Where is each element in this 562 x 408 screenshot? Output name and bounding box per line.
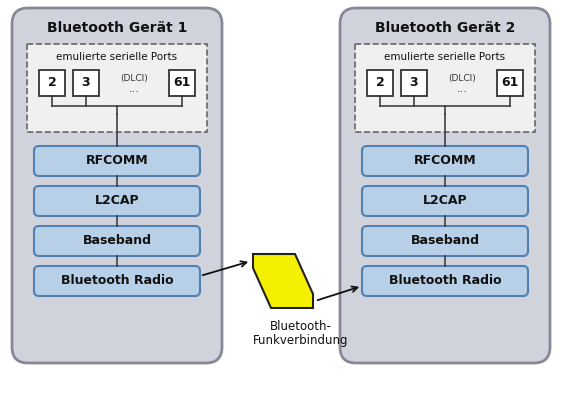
Text: 3: 3 xyxy=(81,77,90,89)
Bar xyxy=(367,70,393,96)
Text: Bluetooth Gerät 1: Bluetooth Gerät 1 xyxy=(47,21,187,35)
FancyBboxPatch shape xyxy=(362,226,528,256)
Text: emulierte serielle Ports: emulierte serielle Ports xyxy=(384,52,506,62)
Text: Bluetooth Radio: Bluetooth Radio xyxy=(389,275,501,288)
Bar xyxy=(355,44,535,132)
FancyBboxPatch shape xyxy=(34,226,200,256)
Bar xyxy=(73,70,99,96)
Text: Baseband: Baseband xyxy=(410,235,479,248)
Polygon shape xyxy=(253,254,313,308)
Text: RFCOMM: RFCOMM xyxy=(414,155,477,168)
FancyBboxPatch shape xyxy=(362,266,528,296)
FancyBboxPatch shape xyxy=(34,186,200,216)
Text: 61: 61 xyxy=(501,77,519,89)
Bar xyxy=(27,44,207,132)
FancyBboxPatch shape xyxy=(362,146,528,176)
Text: L2CAP: L2CAP xyxy=(423,195,468,208)
Text: RFCOMM: RFCOMM xyxy=(85,155,148,168)
Text: 2: 2 xyxy=(375,77,384,89)
Text: ...: ... xyxy=(456,84,468,94)
Bar xyxy=(169,70,195,96)
FancyBboxPatch shape xyxy=(340,8,550,363)
FancyBboxPatch shape xyxy=(34,266,200,296)
Bar xyxy=(39,70,65,96)
Text: 3: 3 xyxy=(410,77,418,89)
Text: 61: 61 xyxy=(173,77,191,89)
Text: Bluetooth Radio: Bluetooth Radio xyxy=(61,275,173,288)
Text: Bluetooth-: Bluetooth- xyxy=(270,320,332,333)
Text: (DLCI): (DLCI) xyxy=(120,73,148,82)
Bar xyxy=(401,70,427,96)
Text: Baseband: Baseband xyxy=(83,235,152,248)
Text: 2: 2 xyxy=(48,77,56,89)
Text: ...: ... xyxy=(129,84,139,94)
FancyBboxPatch shape xyxy=(34,146,200,176)
Bar xyxy=(497,70,523,96)
FancyBboxPatch shape xyxy=(12,8,222,363)
Text: L2CAP: L2CAP xyxy=(94,195,139,208)
Text: emulierte serielle Ports: emulierte serielle Ports xyxy=(56,52,178,62)
Text: Bluetooth Gerät 2: Bluetooth Gerät 2 xyxy=(375,21,515,35)
FancyBboxPatch shape xyxy=(362,186,528,216)
Text: Funkverbindung: Funkverbindung xyxy=(253,334,349,347)
Text: (DLCI): (DLCI) xyxy=(448,73,476,82)
